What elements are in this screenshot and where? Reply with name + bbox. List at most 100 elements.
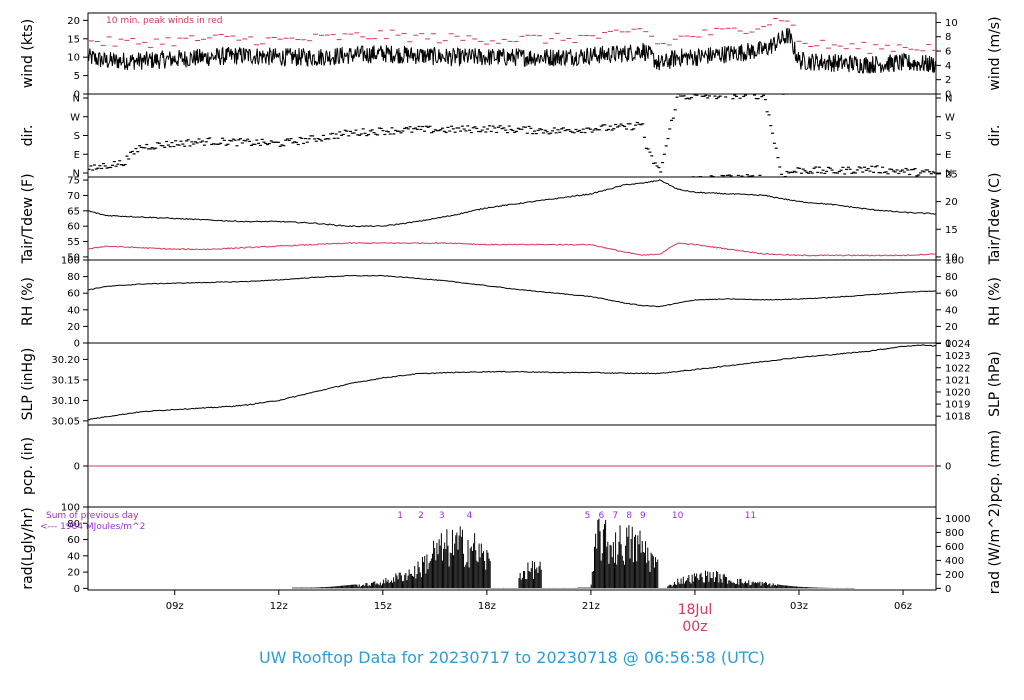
rad-hour-label: 11 <box>745 511 756 521</box>
y-tick-label: 0 <box>74 90 80 101</box>
y-tick-label: 60 <box>67 535 80 546</box>
panel-frame <box>87 176 937 261</box>
y-tick-label: 55 <box>67 237 80 248</box>
figure-title: UW Rooftop Data for 20230717 to 20230718… <box>258 648 766 667</box>
rad-hour-label: 6 <box>598 511 604 521</box>
x-tick-label: 09z <box>166 601 184 612</box>
y-tick-label-right: 6 <box>945 47 951 58</box>
y-tick-label-right: 1021 <box>945 375 970 386</box>
dir-series <box>87 93 937 178</box>
panel-frame <box>87 506 937 591</box>
rad-hour-label: 3 <box>439 511 445 521</box>
y-tick-label: 100 <box>61 503 80 514</box>
y-tick-label: 30.05 <box>51 416 80 427</box>
y-tick-label: N <box>73 169 80 180</box>
y-tick-label: 30.20 <box>51 355 80 366</box>
rad-hour-label: 9 <box>640 511 646 521</box>
y-tick-label-right: N <box>945 169 952 180</box>
y-tick-label-right: 1020 <box>945 387 970 398</box>
wind-peak-series <box>88 18 938 54</box>
y-tick-label: 75 <box>67 176 80 187</box>
x-tick-label: 15z <box>374 601 392 612</box>
y-tick-label-right: 20 <box>945 197 958 208</box>
y-tick-label-right: 1018 <box>945 412 970 423</box>
rh-line <box>87 274 936 308</box>
y-tick-label: 60 <box>67 289 80 300</box>
y-axis-label: Tair/Tdew (F) <box>20 173 36 264</box>
y-axis-label: dir. <box>20 125 36 147</box>
y-tick-label: 30.10 <box>51 396 80 407</box>
y-tick-label-right: E <box>945 150 951 161</box>
y-tick-label: 60 <box>67 222 80 233</box>
y-tick-label: E <box>74 150 80 161</box>
y-tick-label: 80 <box>67 272 80 283</box>
x-tick-label: 06z <box>894 601 912 612</box>
x-tick-label: 18z <box>478 601 496 612</box>
rad-hour-label: 7 <box>612 511 618 521</box>
y-tick-label-right: 200 <box>945 570 964 581</box>
slp-line <box>87 344 936 421</box>
y-tick-label-right: 8 <box>945 32 951 43</box>
y-axis-label-right: RH (%) <box>987 277 1003 326</box>
y-tick-label-right: 4 <box>945 61 951 72</box>
y-tick-label-right: 2 <box>945 75 951 86</box>
y-axis-label: pcp. (in) <box>20 437 36 495</box>
y-tick-label: S <box>74 131 80 142</box>
y-tick-label-right: W <box>945 112 955 123</box>
y-tick-label-right: N <box>945 94 952 105</box>
y-tick-label-right: 100 <box>945 256 964 267</box>
y-tick-label-right: 40 <box>945 305 958 316</box>
y-tick-label: 0 <box>74 584 80 595</box>
y-tick-label: 5 <box>74 71 80 82</box>
y-tick-label: 20 <box>67 16 80 27</box>
rad-hour-label: 10 <box>672 511 684 521</box>
y-tick-label: 20 <box>67 322 80 333</box>
y-tick-label-right: 60 <box>945 289 958 300</box>
y-tick-label-right: 400 <box>945 556 964 567</box>
rad-bars <box>292 518 855 589</box>
tair-line <box>87 179 936 228</box>
y-tick-label: W <box>70 112 80 123</box>
y-axis-label: SLP (inHg) <box>20 348 36 421</box>
y-tick-label: 0 <box>74 339 80 350</box>
y-tick-label-right: 1023 <box>945 351 970 362</box>
y-tick-label: 40 <box>67 305 80 316</box>
rad-annotation-line-1: Sum of previous day <box>46 511 139 521</box>
rad-hour-label: 5 <box>585 511 591 521</box>
y-tick-label: 100 <box>61 256 80 267</box>
rad-hour-label: 1 <box>397 511 403 521</box>
rad-hour-label: 8 <box>626 511 632 521</box>
y-tick-label: 0 <box>74 462 80 473</box>
y-axis-label-right: SLP (hPa) <box>987 351 1003 417</box>
panel-pcp: pcp. (in) pcp. (mm) 0 0 <box>20 424 1003 508</box>
y-tick-label-right: 1000 <box>945 514 970 525</box>
x-tick-label: 21z <box>582 601 600 612</box>
wind-annotation: 10 min. peak winds in red <box>106 16 223 26</box>
y-tick-label-right: 1022 <box>945 363 970 374</box>
panel-frame <box>87 342 937 426</box>
y-tick-label-right: 0 <box>945 339 951 350</box>
y-tick-label-right: 600 <box>945 542 964 553</box>
x-tick-label: 03z <box>790 601 808 612</box>
y-tick-label-right: 0 <box>945 584 951 595</box>
y-axis-label: RH (%) <box>20 277 36 326</box>
y-axis-label: rad(Lgly/hr) <box>20 507 36 589</box>
y-tick-label: 20 <box>67 568 80 579</box>
panel-slp: SLP (inHg) SLP (hPa) 30.05 30.10 30.15 30.20 1… <box>20 339 1003 427</box>
y-axis-label-right: wind (m/s) <box>987 16 1003 90</box>
y-tick-label-right: 80 <box>945 272 958 283</box>
y-axis-label-right: rad (W/m^2) <box>987 503 1003 594</box>
y-tick-label-right: 1019 <box>945 400 970 411</box>
y-tick-label-right: 15 <box>945 225 958 236</box>
x-tick-label-day: 18Jul <box>678 602 713 618</box>
y-tick-label-right: 10 <box>945 18 958 29</box>
panel-frame <box>87 93 937 178</box>
tdew-line <box>87 242 936 257</box>
y-tick-label: 40 <box>67 551 80 562</box>
y-tick-label: 70 <box>67 191 80 202</box>
y-tick-label-right: 25 <box>945 169 958 180</box>
y-axis-label-right: pcp. (mm) <box>987 430 1003 503</box>
rad-hour-label: 4 <box>467 511 473 521</box>
